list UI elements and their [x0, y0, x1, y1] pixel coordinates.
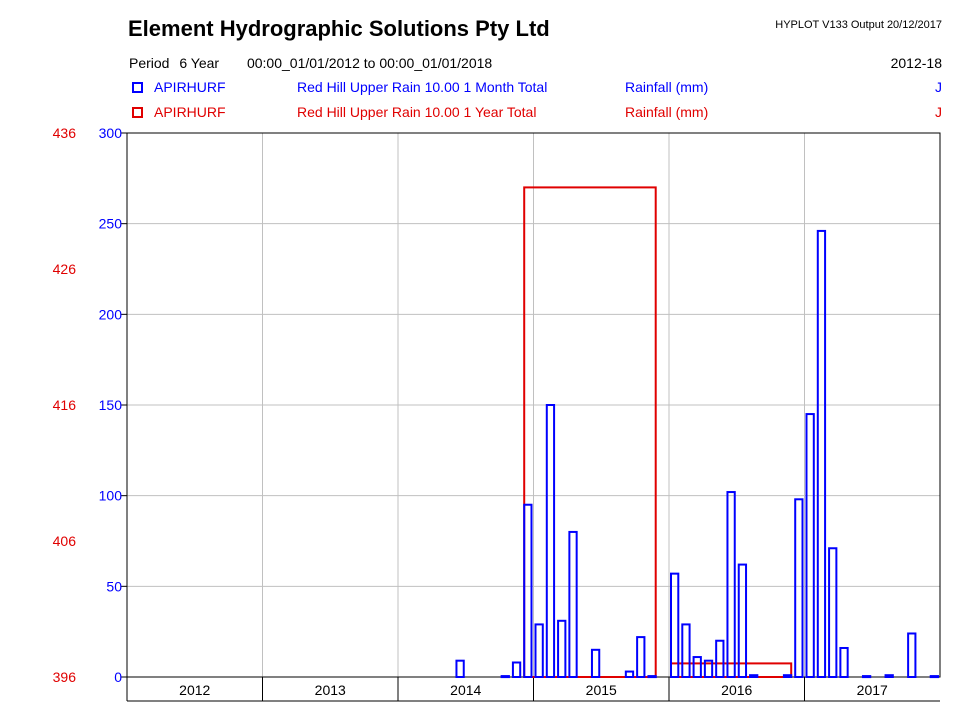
- legend-swatch-yearly: [132, 107, 143, 118]
- bar-monthly: [726, 491, 736, 679]
- legend-item-yearly: APIRHURF Red Hill Upper Rain 10.00 1 Yea…: [132, 104, 942, 122]
- bar-monthly: [636, 636, 646, 679]
- bar-monthly: [568, 530, 578, 679]
- y-tick-label-blue: 50: [106, 578, 122, 594]
- y-tick-label-blue: 200: [99, 306, 123, 322]
- bar-monthly: [511, 661, 522, 679]
- y-tick-label-red: 406: [53, 533, 77, 549]
- legend-flag: J: [935, 104, 942, 120]
- y-tick-label-blue: 0: [114, 669, 122, 685]
- legend-flag: J: [935, 79, 942, 95]
- legend-item-monthly: APIRHURF Red Hill Upper Rain 10.00 1 Mon…: [132, 79, 942, 97]
- bar-monthly: [703, 659, 714, 678]
- y-tick-label-red: 416: [53, 397, 77, 413]
- x-tick-label: 2012: [179, 682, 210, 698]
- bar-monthly: [647, 675, 657, 679]
- bar-monthly: [929, 675, 939, 679]
- period-label: Period: [129, 55, 170, 71]
- bar-monthly: [884, 674, 894, 678]
- y-tick-label-red: 436: [53, 125, 77, 141]
- bar-monthly: [681, 623, 691, 678]
- bar-monthly: [737, 563, 748, 678]
- bar-monthly: [523, 503, 533, 678]
- bar-monthly: [828, 547, 838, 679]
- legend-site: APIRHURF: [154, 104, 226, 120]
- bar-monthly: [545, 404, 556, 678]
- legend-site: APIRHURF: [154, 79, 226, 95]
- legend-unit: Rainfall (mm): [625, 79, 709, 95]
- period-range: 00:00_01/01/2012 to 00:00_01/01/2018: [246, 55, 493, 71]
- bar-monthly: [534, 623, 544, 678]
- legend-unit: Rainfall (mm): [625, 104, 709, 120]
- bar-monthly: [500, 675, 510, 679]
- bar-monthly: [861, 675, 872, 679]
- x-tick-label: 2015: [586, 682, 617, 698]
- x-tick-label: 2016: [721, 682, 752, 698]
- version-label: HYPLOT V133 Output 20/12/2017: [775, 19, 942, 31]
- legend-swatch-monthly: [132, 82, 143, 93]
- bar-monthly: [590, 648, 601, 678]
- y-tick-label-blue: 300: [99, 125, 123, 141]
- bar-yearly: [523, 186, 657, 678]
- x-tick-label: 2017: [857, 682, 888, 698]
- y-tick-label-red: 396: [53, 669, 77, 685]
- bar-monthly: [455, 659, 465, 678]
- period-value: 6 Year: [179, 55, 220, 71]
- bar-monthly: [624, 670, 635, 678]
- bar-monthly: [692, 656, 702, 679]
- y-tick-label-blue: 150: [99, 397, 123, 413]
- x-tick-label: 2014: [450, 682, 481, 698]
- range-label: 2012-18: [890, 55, 942, 71]
- bar-monthly: [839, 646, 849, 679]
- bar-monthly: [805, 413, 815, 678]
- period-info: Period 6 Year 00:00_01/01/2012 to 00:00_…: [129, 55, 498, 71]
- bar-monthly: [715, 639, 725, 679]
- report-title: Element Hydrographic Solutions Pty Ltd: [128, 16, 550, 41]
- bar-monthly: [557, 619, 567, 679]
- bar-monthly: [794, 498, 804, 678]
- legend-desc: Red Hill Upper Rain 10.00 1 Year Total: [297, 104, 537, 120]
- bar-monthly: [907, 632, 917, 678]
- bar-monthly: [749, 674, 759, 678]
- bar-monthly: [816, 229, 827, 678]
- x-tick-label: 2013: [315, 682, 346, 698]
- y-tick-label-red: 426: [53, 261, 77, 277]
- bar-monthly: [670, 572, 680, 679]
- y-tick-label-blue: 100: [99, 488, 123, 504]
- y-tick-label-blue: 250: [99, 216, 123, 232]
- legend-desc: Red Hill Upper Rain 10.00 1 Month Total: [297, 79, 548, 95]
- bar-monthly: [782, 674, 793, 678]
